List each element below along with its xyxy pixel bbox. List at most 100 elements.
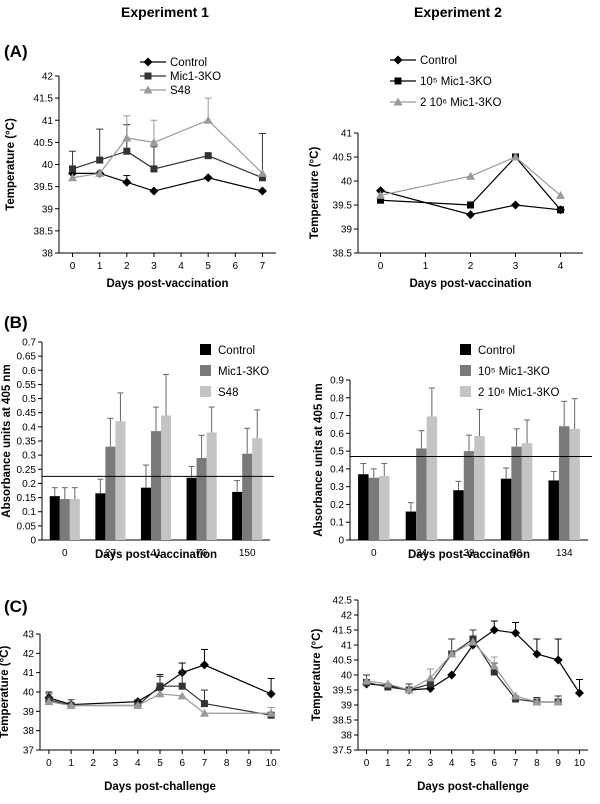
- series-0: [68, 166, 267, 196]
- series-1: [377, 153, 564, 214]
- y-tick-label: 0.3: [330, 482, 344, 493]
- data-point: [489, 625, 499, 635]
- series-1: [363, 629, 562, 706]
- legend: Control Mic1-3KO S48: [200, 344, 269, 399]
- x-tick-label: 5: [157, 758, 163, 769]
- legend-marker: [394, 77, 402, 85]
- y-tick-label: 39: [42, 204, 54, 215]
- legend-label: Control: [218, 345, 255, 357]
- x-tick-label: 2: [406, 758, 412, 769]
- data-point: [556, 190, 565, 199]
- legend: Control 10⁵ Mic1-3KO 2 10⁶ Mic1-3KO: [460, 344, 559, 399]
- data-point: [557, 206, 564, 214]
- data-point: [69, 165, 77, 173]
- x-axis-label: Days post-vaccination: [106, 278, 228, 290]
- legend-label: 10⁵ Mic1-3KO: [420, 76, 492, 88]
- series-1: [69, 124, 266, 182]
- y-tick-label: 0.55: [17, 380, 37, 391]
- y-tick-label: 0.05: [17, 521, 37, 532]
- data-point: [425, 673, 435, 682]
- data-point: [532, 697, 542, 706]
- experiment-1-header: Experiment 1: [121, 4, 209, 20]
- bar: [416, 448, 427, 540]
- data-point: [426, 680, 434, 688]
- y-tick-label: 38.5: [34, 226, 54, 237]
- y-tick-label: 39.5: [333, 686, 353, 697]
- bar: [140, 487, 151, 540]
- bar: [242, 453, 253, 540]
- x-tick-label: 0: [364, 758, 370, 769]
- x-tick-label: 9: [555, 758, 561, 769]
- data-point: [66, 701, 76, 710]
- x-tick-label: 2: [124, 261, 130, 272]
- chart-b2: 0 0.1 0.2 0.3 0.4 0.5 0.6 0.7 0.8 0.9 Absorbance u…: [313, 344, 592, 561]
- x-tick-label: 0: [62, 548, 68, 559]
- legend-marker: [144, 72, 152, 80]
- data-point: [204, 152, 212, 160]
- y-tick-label: 0: [30, 536, 36, 547]
- y-tick-label: 0.4: [330, 464, 344, 475]
- y-axis-label: Temperature (°C): [311, 629, 323, 722]
- series-line: [72, 119, 263, 179]
- legend-swatch: [460, 365, 471, 376]
- data-point: [44, 697, 54, 706]
- data-point: [177, 691, 187, 700]
- x-tick-label: 4: [135, 758, 141, 769]
- y-tick-label: 40: [42, 160, 54, 171]
- x-tick-label: 7: [202, 758, 208, 769]
- y-tick-label: 42: [23, 649, 35, 660]
- y-tick-label: 0.7: [22, 338, 36, 349]
- data-point: [123, 147, 131, 155]
- legend-label: Control: [170, 57, 207, 69]
- y-tick-label: 38: [42, 249, 54, 260]
- series-line: [366, 641, 559, 703]
- bar: [569, 428, 580, 540]
- bar: [558, 426, 570, 540]
- series-line: [380, 156, 561, 196]
- x-tick-label: 3: [513, 261, 519, 272]
- legend-label: 10⁵ Mic1-3KO: [478, 366, 550, 378]
- y-tick-label: 40.5: [333, 656, 353, 667]
- panel-a-label: (A): [4, 42, 28, 61]
- x-tick-label: 150: [239, 548, 256, 559]
- x-tick-label: 6: [492, 758, 498, 769]
- y-tick-label: 0.4: [22, 422, 36, 433]
- bar: [500, 478, 512, 540]
- chart-c2: 37.53838.53939.54040.54141.54242.5Temper…: [311, 596, 588, 793]
- data-point: [377, 196, 384, 204]
- series-2: [68, 97, 267, 182]
- data-point: [362, 676, 372, 685]
- y-tick-label: 37: [23, 746, 35, 757]
- legend-swatch: [200, 344, 211, 355]
- legend-label: Mic1-3KO: [218, 366, 269, 378]
- y-axis-label: Temperature (°C): [5, 118, 17, 211]
- bar: [206, 432, 217, 540]
- y-tick-label: 38: [341, 731, 353, 742]
- data-point: [156, 682, 164, 690]
- bar: [49, 496, 60, 540]
- y-tick-label: 40.5: [34, 138, 54, 149]
- x-tick-label: 5: [470, 758, 476, 769]
- x-axis-label: Days post-vaccination: [409, 278, 531, 290]
- y-tick-label: 41.5: [34, 94, 54, 105]
- data-point: [257, 186, 267, 196]
- data-point: [95, 168, 105, 177]
- data-point: [199, 708, 209, 717]
- y-tick-label: 0.3: [22, 451, 36, 462]
- series-line: [72, 172, 263, 192]
- data-point: [376, 190, 385, 199]
- legend-marker: [393, 97, 403, 106]
- x-tick-label: 0: [46, 758, 52, 769]
- series-line: [366, 638, 559, 703]
- y-tick-label: 39: [23, 707, 35, 718]
- x-tick-label: 1: [423, 261, 429, 272]
- y-tick-label: 37.5: [333, 746, 353, 757]
- legend-label: Mic1-3KO: [170, 71, 221, 83]
- legend-label: 2 10⁶ Mic1-3KO: [420, 97, 501, 109]
- bar: [161, 415, 172, 540]
- x-tick-label: 0: [378, 261, 384, 272]
- x-tick-label: 5: [205, 261, 211, 272]
- y-tick-label: 41: [42, 116, 54, 127]
